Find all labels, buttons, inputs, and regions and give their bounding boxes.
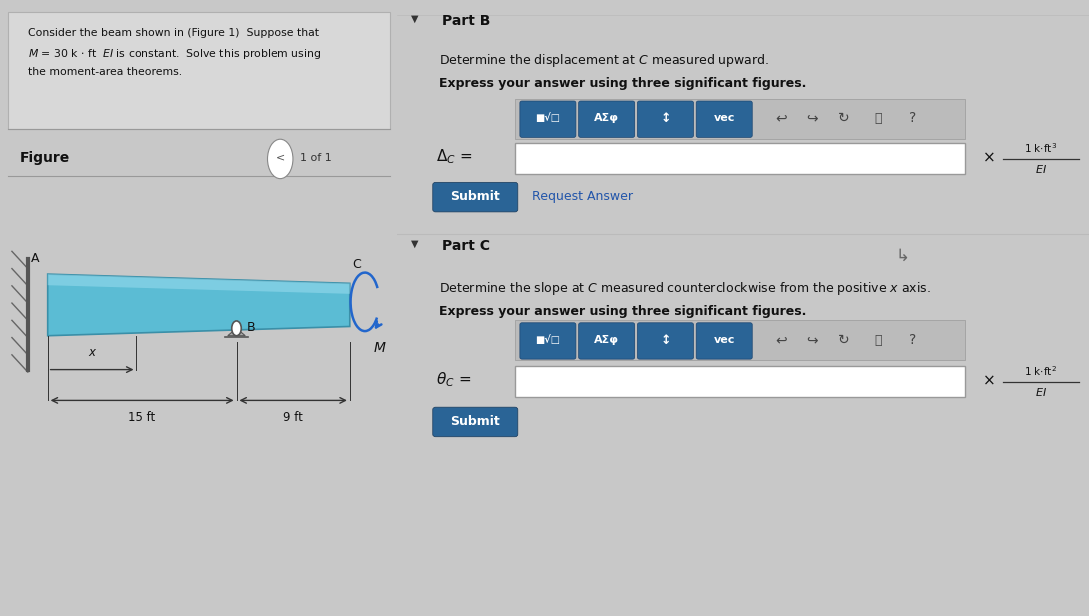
Text: ▼: ▼ <box>412 14 419 23</box>
FancyBboxPatch shape <box>519 101 576 137</box>
Text: $EI$: $EI$ <box>1035 386 1047 398</box>
Text: ↕: ↕ <box>660 333 671 347</box>
Polygon shape <box>48 274 350 294</box>
Text: ↻: ↻ <box>837 333 849 347</box>
Text: Part C: Part C <box>442 239 490 253</box>
Text: Consider the beam shown in (Figure 1)  Suppose that: Consider the beam shown in (Figure 1) Su… <box>28 28 319 38</box>
Circle shape <box>232 321 242 336</box>
Text: ■√□: ■√□ <box>536 113 561 123</box>
FancyBboxPatch shape <box>432 182 517 212</box>
FancyBboxPatch shape <box>637 323 694 359</box>
Text: the moment-area theorems.: the moment-area theorems. <box>28 67 182 77</box>
Polygon shape <box>228 328 245 336</box>
Text: Express your answer using three significant figures.: Express your answer using three signific… <box>439 305 806 318</box>
FancyBboxPatch shape <box>515 320 965 360</box>
Text: $\theta_C$ =: $\theta_C$ = <box>436 371 470 389</box>
FancyBboxPatch shape <box>696 101 752 137</box>
Text: 1 of 1: 1 of 1 <box>301 153 332 163</box>
Text: Determine the displacement at $C$ measured upward.: Determine the displacement at $C$ measur… <box>439 52 769 70</box>
Text: ?: ? <box>909 333 916 347</box>
FancyBboxPatch shape <box>519 323 576 359</box>
Text: x: x <box>88 346 96 359</box>
Text: ⌹: ⌹ <box>874 111 882 125</box>
Text: ⌹: ⌹ <box>874 333 882 347</box>
Text: ↕: ↕ <box>660 111 671 125</box>
Text: ↪: ↪ <box>807 333 818 347</box>
Text: Part B: Part B <box>442 14 491 28</box>
Text: <: < <box>276 153 285 163</box>
Text: Submit: Submit <box>451 415 500 428</box>
Text: vec: vec <box>713 113 735 123</box>
Text: AΣφ: AΣφ <box>595 113 620 123</box>
Text: $M$ = 30 k $\cdot$ ft  $EI$ is constant.  Solve this problem using: $M$ = 30 k $\cdot$ ft $EI$ is constant. … <box>28 47 321 62</box>
Text: $\Delta_C$ =: $\Delta_C$ = <box>436 148 472 166</box>
Text: Determine the slope at $C$ measured counterclockwise from the positive $x$ axis.: Determine the slope at $C$ measured coun… <box>439 280 931 298</box>
Text: ↳: ↳ <box>895 246 909 264</box>
FancyBboxPatch shape <box>8 12 390 129</box>
Text: Figure: Figure <box>20 151 70 165</box>
Text: M: M <box>374 341 386 355</box>
Text: ?: ? <box>909 111 916 125</box>
Text: $EI$: $EI$ <box>1035 163 1047 175</box>
Text: $\times$: $\times$ <box>982 373 994 387</box>
Polygon shape <box>48 274 350 336</box>
Text: ↩: ↩ <box>775 333 787 347</box>
Text: ▼: ▼ <box>412 239 419 249</box>
Text: ↻: ↻ <box>837 111 849 125</box>
FancyBboxPatch shape <box>637 101 694 137</box>
FancyBboxPatch shape <box>696 323 752 359</box>
FancyBboxPatch shape <box>578 323 635 359</box>
Text: C: C <box>352 258 360 271</box>
Text: A: A <box>32 252 39 265</box>
Circle shape <box>268 139 293 179</box>
Text: Submit: Submit <box>451 190 500 203</box>
Text: B: B <box>246 320 255 334</box>
Text: vec: vec <box>713 335 735 345</box>
Text: 15 ft: 15 ft <box>129 411 156 424</box>
Text: AΣφ: AΣφ <box>595 335 620 345</box>
Text: ■√□: ■√□ <box>536 335 561 345</box>
Text: ↩: ↩ <box>775 111 787 125</box>
Text: Express your answer using three significant figures.: Express your answer using three signific… <box>439 77 806 90</box>
Text: ↪: ↪ <box>807 111 818 125</box>
FancyBboxPatch shape <box>515 143 965 174</box>
Text: $\times$: $\times$ <box>982 150 994 164</box>
Text: 1 k$\cdot$ft$^2$: 1 k$\cdot$ft$^2$ <box>1024 364 1057 378</box>
FancyBboxPatch shape <box>515 99 965 139</box>
Text: Request Answer: Request Answer <box>533 190 634 203</box>
Text: 9 ft: 9 ft <box>283 411 303 424</box>
FancyBboxPatch shape <box>578 101 635 137</box>
Text: 1 k$\cdot$ft$^3$: 1 k$\cdot$ft$^3$ <box>1024 141 1057 155</box>
FancyBboxPatch shape <box>432 407 517 437</box>
FancyBboxPatch shape <box>515 366 965 397</box>
